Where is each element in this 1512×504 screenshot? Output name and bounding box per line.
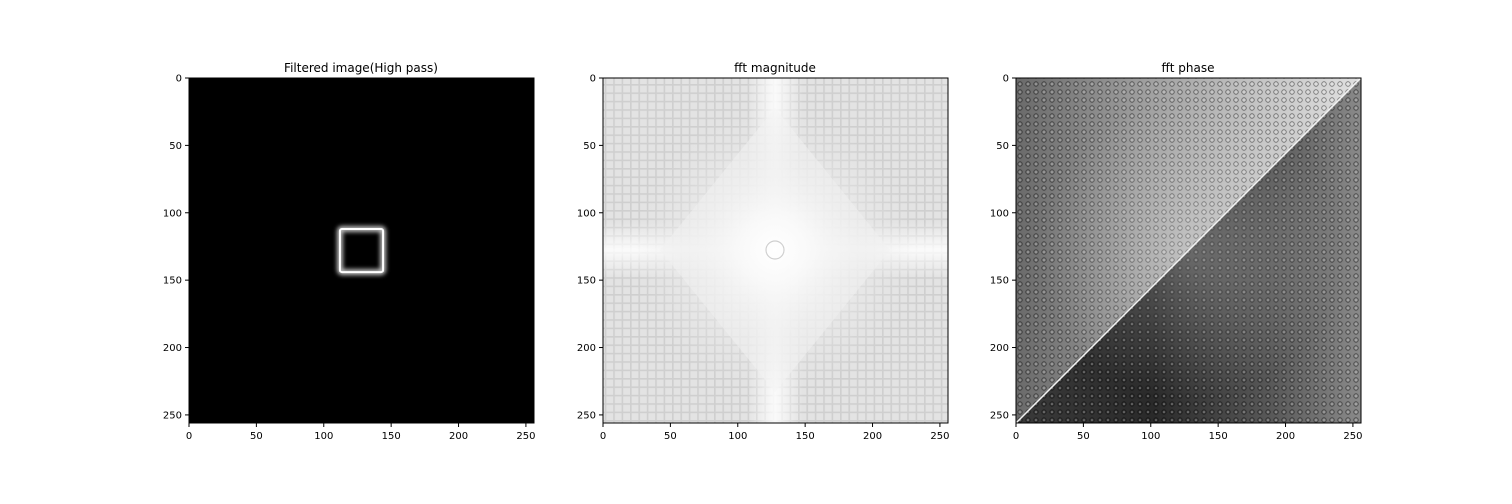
x-tick-label: 250 bbox=[1343, 431, 1362, 442]
x-tick-label: 200 bbox=[863, 431, 882, 442]
x-tick-label: 200 bbox=[1276, 431, 1295, 442]
panel-title: fft phase bbox=[1162, 61, 1215, 75]
phase-diagonal bbox=[1016, 78, 1361, 423]
x-tick-label: 200 bbox=[449, 431, 468, 442]
square-outline bbox=[338, 227, 385, 274]
x-tick-label: 50 bbox=[250, 431, 263, 442]
y-tick-label: 200 bbox=[163, 343, 182, 354]
y-tick-label: 150 bbox=[990, 276, 1009, 287]
x-axis: 0 50 100 150 200 250 bbox=[600, 423, 949, 442]
y-axis: 0 50 100 150 200 250 bbox=[163, 74, 189, 421]
panel-fft-magnitude: fft magnitude 0 50 100 150 200 250 0 50 100 150 2… bbox=[577, 61, 950, 442]
y-tick-label: 250 bbox=[577, 410, 596, 421]
x-tick-label: 250 bbox=[930, 431, 949, 442]
y-tick-label: 50 bbox=[583, 141, 596, 152]
panel-fft-phase: fft phase 0 50 100 150 200 250 0 50 100 150 200 25… bbox=[990, 61, 1363, 442]
x-tick-label: 100 bbox=[314, 431, 333, 442]
x-tick-label: 50 bbox=[664, 431, 677, 442]
x-axis: 0 50 100 150 200 250 bbox=[1013, 423, 1362, 442]
axes-frame bbox=[1015, 77, 1362, 424]
y-tick-label: 0 bbox=[1003, 74, 1009, 85]
x-tick-label: 100 bbox=[1141, 431, 1160, 442]
x-tick-label: 50 bbox=[1077, 431, 1090, 442]
y-axis: 0 50 100 150 200 250 bbox=[577, 74, 603, 421]
y-tick-label: 0 bbox=[176, 74, 182, 85]
magnitude-center-ring bbox=[765, 240, 785, 260]
y-tick-label: 250 bbox=[990, 410, 1009, 421]
magnitude-center-glow bbox=[635, 110, 915, 390]
y-tick-label: 200 bbox=[990, 343, 1009, 354]
x-tick-label: 150 bbox=[796, 431, 815, 442]
y-tick-label: 150 bbox=[163, 276, 182, 287]
y-axis: 0 50 100 150 200 250 bbox=[990, 74, 1016, 421]
y-tick-label: 100 bbox=[990, 208, 1009, 219]
y-tick-label: 100 bbox=[577, 208, 596, 219]
x-tick-label: 100 bbox=[728, 431, 747, 442]
x-tick-label: 150 bbox=[382, 431, 401, 442]
y-tick-label: 0 bbox=[590, 74, 596, 85]
axes-frame bbox=[602, 77, 949, 424]
y-tick-label: 200 bbox=[577, 343, 596, 354]
x-axis: 0 50 100 150 200 250 bbox=[186, 423, 535, 442]
x-tick-label: 0 bbox=[186, 431, 192, 442]
y-tick-label: 50 bbox=[996, 141, 1009, 152]
panel-highpass: Filtered image(High pass) 0 50 100 150 200 25… bbox=[163, 61, 536, 442]
y-tick-label: 250 bbox=[163, 410, 182, 421]
heatmap-background bbox=[189, 78, 534, 423]
panel-title: fft magnitude bbox=[734, 61, 816, 75]
x-tick-label: 0 bbox=[600, 431, 606, 442]
y-tick-label: 100 bbox=[163, 208, 182, 219]
y-tick-label: 150 bbox=[577, 276, 596, 287]
x-tick-label: 250 bbox=[516, 431, 535, 442]
panel-title: Filtered image(High pass) bbox=[284, 61, 438, 75]
axes-frame bbox=[188, 77, 535, 424]
y-tick-label: 50 bbox=[169, 141, 182, 152]
x-tick-label: 150 bbox=[1209, 431, 1228, 442]
x-tick-label: 0 bbox=[1013, 431, 1019, 442]
